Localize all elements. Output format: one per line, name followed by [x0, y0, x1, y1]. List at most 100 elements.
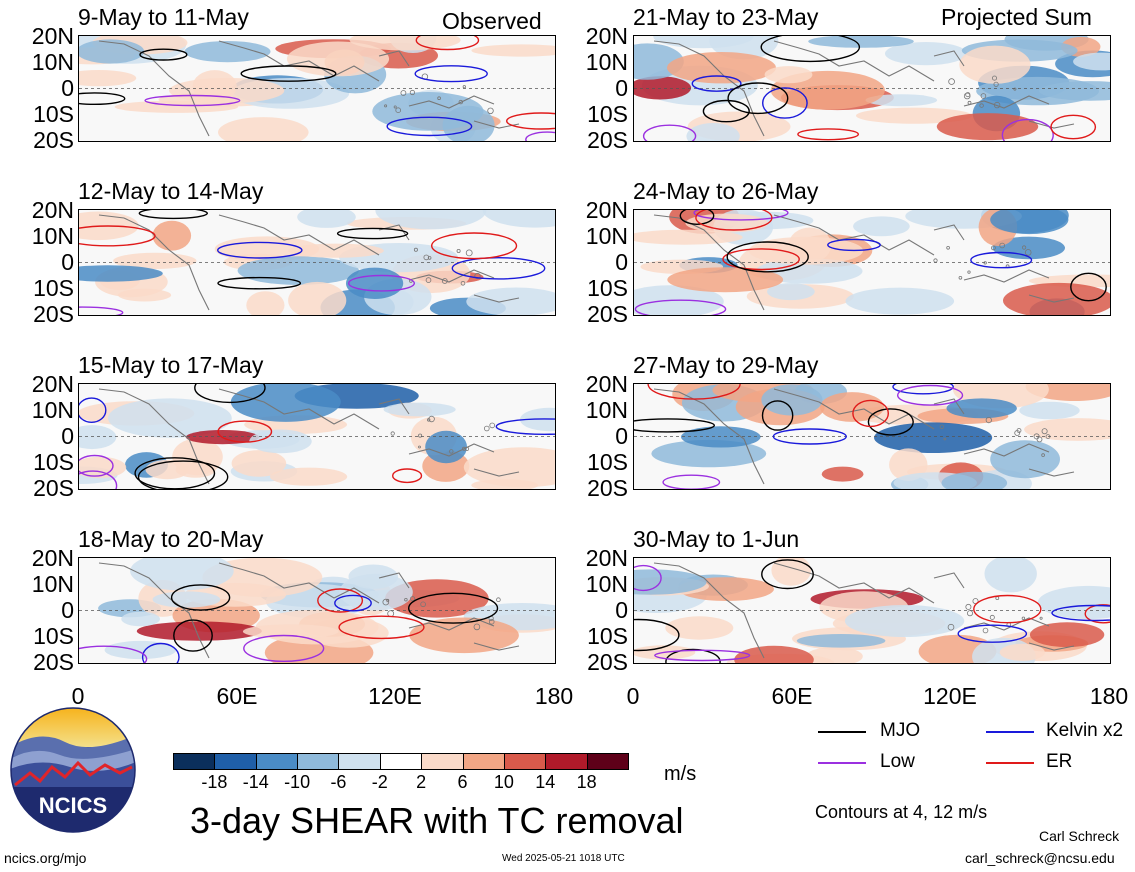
lat-label: 0 — [61, 249, 74, 275]
lat-label: 20N — [31, 545, 74, 571]
panel-title-left-4: 18-May to 20-May — [78, 526, 264, 552]
lat-label: 20N — [31, 197, 74, 223]
panel-title-left-2: 12-May to 14-May — [78, 178, 264, 204]
lat-label: 10N — [585, 49, 628, 75]
lat-label: 10S — [587, 275, 628, 301]
lat-label: 10S — [587, 449, 628, 475]
projected-sum-label: Projected Sum — [941, 4, 1092, 30]
colorbar — [173, 753, 629, 770]
map-panel-left-3 — [78, 383, 556, 490]
lat-label: 20S — [587, 127, 628, 153]
lat-label: 20N — [585, 197, 628, 223]
lon-label-right-0: 0 — [626, 683, 640, 709]
lon-label-left-180: 180 — [534, 683, 574, 709]
legend-er-line — [986, 762, 1034, 764]
main-title: 3-day SHEAR with TC removal — [190, 800, 684, 841]
legend-low-line — [818, 762, 866, 764]
map-panel-left-1 — [78, 35, 556, 142]
map-panel-right-4 — [633, 557, 1111, 664]
lon-label-left-60e: 60E — [216, 683, 258, 709]
lat-label: 0 — [61, 597, 74, 623]
lat-label: 20N — [31, 371, 74, 397]
colorbar-label: -18 — [201, 772, 228, 792]
colorbar-label: -14 — [242, 772, 269, 792]
legend-low-label: Low — [880, 751, 915, 772]
observed-label: Observed — [442, 8, 542, 34]
lat-label: 20N — [585, 545, 628, 571]
map-panel-left-2 — [78, 209, 556, 316]
lat-label: 20N — [585, 23, 628, 49]
lat-label: 20S — [33, 475, 74, 501]
lat-label: 10N — [31, 571, 74, 597]
colorbar-label: 10 — [493, 772, 514, 792]
lat-label: 20S — [33, 127, 74, 153]
colorbar-label: 14 — [535, 772, 556, 792]
lat-label: 20S — [587, 301, 628, 327]
lon-label-left-120e: 120E — [368, 683, 422, 709]
map-panel-left-4 — [78, 557, 556, 664]
map-panel-right-2 — [633, 209, 1111, 316]
panel-title-right-1: 21-May to 23-May — [633, 4, 819, 30]
map-panel-right-3 — [633, 383, 1111, 490]
lat-label: 10N — [585, 223, 628, 249]
footer-url[interactable]: ncics.org/mjo — [4, 850, 87, 866]
lon-label-right-60e: 60E — [771, 683, 813, 709]
legend-mjo-line — [818, 731, 866, 733]
colorbar-swatch — [462, 753, 505, 770]
lat-label: 10N — [585, 397, 628, 423]
panel-title-right-2: 24-May to 26-May — [633, 178, 819, 204]
colorbar-label: 2 — [416, 772, 427, 792]
lat-label: 20N — [585, 371, 628, 397]
colorbar-swatch — [173, 753, 216, 770]
panel-title-left-1: 9-May to 11-May — [78, 4, 249, 30]
lat-label: 10N — [31, 223, 74, 249]
lat-label: 10N — [585, 571, 628, 597]
map-panel-right-1 — [633, 35, 1111, 142]
colorbar-units: m/s — [664, 763, 697, 785]
lat-label: 0 — [61, 423, 74, 449]
panel-title-right-4: 30-May to 1-Jun — [633, 526, 800, 552]
panel-title-right-3: 27-May to 29-May — [633, 352, 819, 378]
lat-label: 10S — [33, 623, 74, 649]
lon-label-left-0: 0 — [71, 683, 85, 709]
contours-note: Contours at 4, 12 m/s — [815, 802, 988, 822]
colorbar-swatch — [297, 753, 340, 770]
colorbar-label: -10 — [284, 772, 311, 792]
lat-label: 20S — [587, 649, 628, 675]
lat-label: 0 — [615, 75, 628, 101]
colorbar-swatch — [421, 753, 464, 770]
colorbar-swatch — [503, 753, 547, 770]
lon-label-right-180: 180 — [1089, 683, 1129, 709]
footer-email[interactable]: carl_schreck@ncsu.edu — [965, 850, 1115, 866]
lat-label: 10S — [587, 101, 628, 127]
lat-label: 20N — [31, 23, 74, 49]
lat-label: 10S — [33, 449, 74, 475]
lat-label: 0 — [615, 249, 628, 275]
colorbar-swatch — [545, 753, 588, 770]
lat-label: 20S — [587, 475, 628, 501]
lat-label: 10S — [33, 275, 74, 301]
legend-mjo-label: MJO — [880, 720, 921, 741]
footer-timestamp: Wed 2025-05-21 1018 UTC — [502, 853, 625, 864]
lat-label: 10S — [33, 101, 74, 127]
legend-kelvin-label: Kelvin x2 — [1046, 720, 1124, 741]
legend-er-label: ER — [1046, 751, 1073, 772]
colorbar-swatch — [214, 753, 257, 770]
ncics-logo: NCICS — [10, 707, 136, 833]
colorbar-label: 6 — [457, 772, 468, 792]
lat-label: 20S — [33, 649, 74, 675]
colorbar-swatch — [255, 753, 299, 770]
lat-label: 0 — [615, 423, 628, 449]
colorbar-label: -2 — [371, 772, 388, 792]
lat-label: 0 — [61, 75, 74, 101]
lat-label: 0 — [615, 597, 628, 623]
colorbar-swatch — [379, 753, 423, 770]
lat-label: 10S — [587, 623, 628, 649]
colorbar-swatch — [338, 753, 381, 770]
legend-kelvin-line — [986, 731, 1034, 733]
colorbar-label: 18 — [576, 772, 597, 792]
lat-label: 10N — [31, 397, 74, 423]
lat-label: 10N — [31, 49, 74, 75]
colorbar-swatch — [586, 753, 629, 770]
lat-label: 20S — [33, 301, 74, 327]
